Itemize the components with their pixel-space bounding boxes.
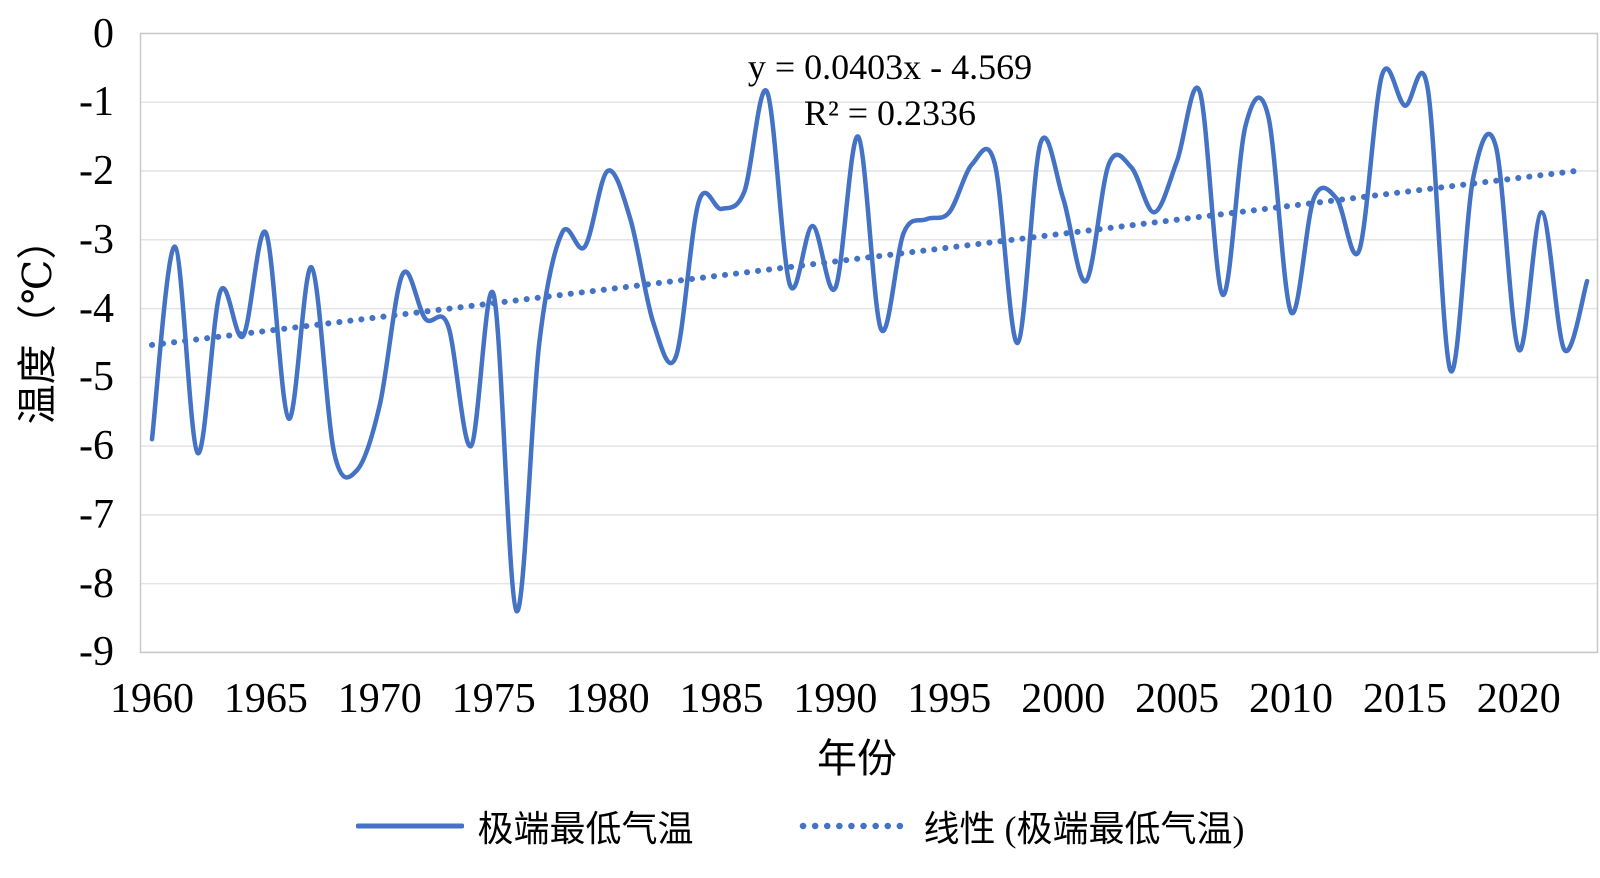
dotted-line-swatch: [799, 822, 909, 830]
x-tick-label: 1995: [907, 676, 992, 722]
y-tick-label: -9: [79, 629, 114, 676]
x-tick-label: 1965: [223, 676, 308, 722]
y-axis-title: 温度（℃）: [15, 219, 60, 425]
x-tick-label: 2005: [1135, 676, 1220, 722]
legend-item-series: 极端最低气温: [355, 800, 694, 852]
trendline-r-squared: R² = 0.2336: [803, 93, 977, 133]
y-tick-label: -7: [79, 491, 114, 538]
x-tick-label: 1975: [451, 676, 536, 722]
y-tick-label: -4: [79, 285, 114, 332]
trendline-equation: y = 0.0403x - 4.569: [747, 47, 1033, 87]
solid-line-swatch: [355, 823, 464, 829]
x-tick-label: 2000: [1021, 676, 1106, 722]
trendline-annotation: y = 0.0403x - 4.569 R² = 0.2336: [680, 44, 1100, 136]
temperature-series-line: [149, 66, 1590, 614]
y-tick-label: -3: [79, 216, 114, 263]
x-tick-label: 1990: [793, 676, 878, 722]
y-tick-label: -5: [79, 354, 114, 401]
y-tick-label: -8: [79, 560, 114, 607]
x-tick-label: 1985: [679, 676, 764, 722]
y-tick-label: -2: [79, 148, 114, 195]
trend-line-dotted: [149, 167, 1585, 348]
x-tick-label: 1980: [565, 676, 650, 722]
x-axis-title: 年份: [817, 736, 897, 781]
y-tick-label: -6: [79, 423, 114, 470]
x-tick-label: 2010: [1249, 676, 1333, 722]
x-tick-label: 2015: [1362, 676, 1447, 722]
x-tick-label: 1970: [337, 676, 422, 722]
legend-item-trend: 线性 (极端最低气温): [798, 800, 1245, 852]
legend: 极端最低气温 线性 (极端最低气温): [0, 800, 1600, 852]
x-tick-label: 1960: [110, 676, 194, 722]
legend-trend-label: 线性 (极端最低气温): [923, 809, 1245, 849]
legend-series-label: 极端最低气温: [477, 809, 694, 849]
x-tick-label: 2020: [1476, 676, 1561, 722]
y-tick-label: -1: [79, 79, 114, 126]
plot-area-border: [139, 32, 1599, 654]
y-tick-label: 0: [93, 10, 114, 57]
